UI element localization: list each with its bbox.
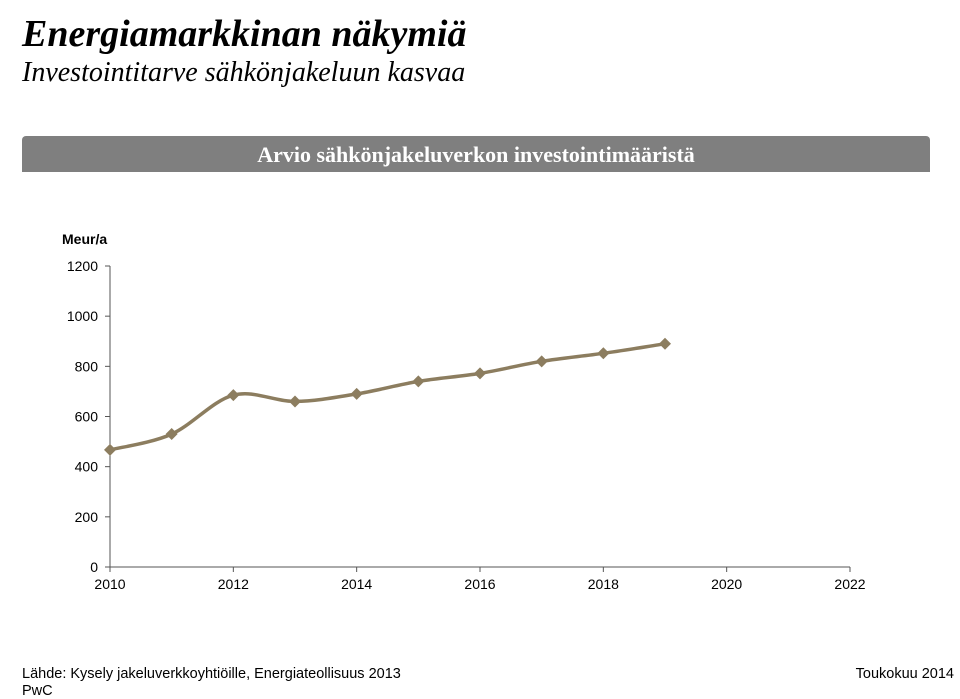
chart-axes: 0 200 400 600 800 1000 1200 2010 2012 2014 2016 201… <box>67 258 866 592</box>
y-axis-unit-label: Meur/a <box>62 231 107 247</box>
x-tick-label: 2020 <box>711 576 742 592</box>
x-tick-label: 2012 <box>218 576 249 592</box>
x-tick-label: 2016 <box>464 576 495 592</box>
chart-banner: Arvio sähkönjakeluverkon investointimäär… <box>22 136 930 172</box>
y-tick-label: 400 <box>75 459 99 475</box>
chart-series <box>104 337 671 456</box>
data-point-marker <box>412 375 425 388</box>
x-tick-label: 2022 <box>834 576 865 592</box>
y-tick-label: 800 <box>75 358 99 374</box>
y-tick-label: 1200 <box>67 258 98 274</box>
data-point-marker <box>659 337 671 350</box>
data-point-marker <box>474 367 486 380</box>
data-point-marker <box>597 347 610 360</box>
y-tick-label: 0 <box>90 559 98 575</box>
x-tick-label: 2014 <box>341 576 372 592</box>
date-label: Toukokuu 2014 <box>855 666 954 682</box>
data-point-marker <box>165 428 178 441</box>
data-point-marker <box>104 443 116 456</box>
x-tick-label: 2010 <box>94 576 125 592</box>
y-tick-label: 1000 <box>67 308 98 324</box>
data-point-marker <box>350 387 363 400</box>
series-line <box>108 342 667 452</box>
y-tick-label: 600 <box>75 409 99 425</box>
chart-banner-title: Arvio sähkönjakeluverkon investointimäär… <box>257 142 695 167</box>
page-title: Energiamarkkinan näkymiä <box>22 13 467 55</box>
data-point-marker <box>289 395 301 408</box>
y-tick-label: 200 <box>75 509 99 525</box>
data-point-marker <box>535 355 548 368</box>
page-subtitle: Investointitarve sähkönjakeluun kasvaa <box>22 57 466 88</box>
source-note: Lähde: Kysely jakeluverkkoyhtiöille, Ene… <box>22 666 401 682</box>
x-tick-label: 2018 <box>588 576 619 592</box>
data-point-marker <box>227 389 240 402</box>
brand-label: PwC <box>22 683 53 699</box>
